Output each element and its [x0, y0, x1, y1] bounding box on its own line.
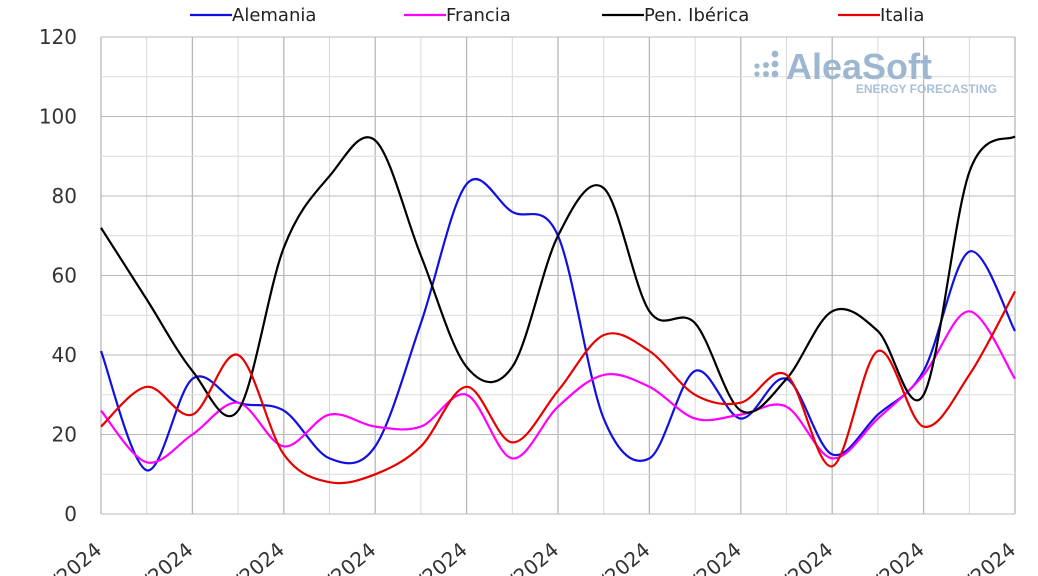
- series-lines: [99, 135, 1016, 485]
- legend-label-alemania: Alemania: [232, 5, 316, 26]
- x-tick-label: /2024: [869, 537, 929, 576]
- x-tick-label: /2024: [504, 537, 564, 576]
- y-tick-label: 80: [52, 184, 77, 208]
- x-tick-label: /2024: [778, 537, 838, 576]
- y-axis: 0 20 40 60 80 100 120: [39, 25, 77, 526]
- y-tick-label: 40: [52, 343, 77, 367]
- series-line-pen-ib-rica: [100, 135, 1016, 418]
- y-tick-label: 60: [52, 264, 77, 288]
- legend-label-italia: Italia: [880, 5, 924, 26]
- x-tick-label: /2024: [412, 537, 472, 576]
- x-tick-label: /2024: [138, 537, 198, 576]
- y-tick-label: 0: [64, 502, 77, 526]
- x-tick-label: /2024: [595, 537, 655, 576]
- series-line-italia: [100, 290, 1016, 485]
- series-line-francia: [100, 310, 1016, 464]
- y-tick-label: 100: [39, 105, 77, 129]
- x-axis: /2024/2024/2024/2024/2024/2024/2024/2024…: [47, 537, 1021, 576]
- logo-tagline: ENERGY FORECASTING: [856, 82, 997, 96]
- legend-label-francia: Francia: [446, 5, 511, 26]
- legend-label-pen-ib-rica: Pen. Ibérica: [644, 5, 749, 26]
- logo-name: AleaSoft: [786, 46, 932, 87]
- y-tick-label: 120: [39, 25, 77, 49]
- x-tick-label: /2024: [47, 537, 107, 576]
- x-tick-label: /2024: [961, 537, 1021, 576]
- series-line-alemania: [99, 177, 1016, 472]
- x-tick-label: /2024: [229, 537, 289, 576]
- legend: Alemania Francia Pen. Ibérica Italia: [190, 5, 924, 26]
- x-tick-label: /2024: [686, 537, 746, 576]
- logo-dots-icon: [754, 50, 779, 78]
- x-tick-label: /2024: [321, 537, 381, 576]
- y-tick-label: 20: [52, 423, 77, 447]
- aleasoft-logo: AleaSoft ENERGY FORECASTING: [754, 46, 997, 96]
- grid-lines: [100, 36, 1016, 515]
